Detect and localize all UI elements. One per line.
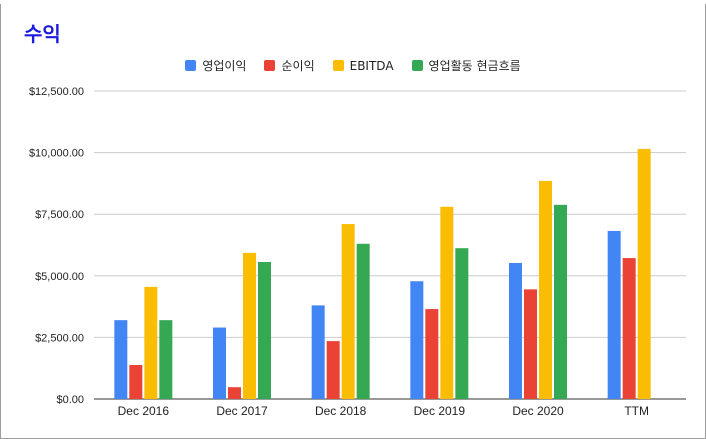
bar[interactable]	[243, 252, 256, 399]
x-tick-label: TTM	[624, 404, 649, 418]
x-tick-label: Dec 2018	[315, 404, 367, 418]
bar[interactable]	[622, 258, 636, 399]
bar[interactable]	[213, 327, 226, 399]
legend-item-net-income[interactable]: 순이익	[264, 57, 315, 74]
legend-swatch-ebitda	[332, 60, 344, 71]
bar[interactable]	[258, 262, 271, 399]
bar[interactable]	[311, 305, 325, 399]
y-tick-label: $10,000.00	[29, 148, 84, 160]
chart-title: 수익	[24, 22, 61, 46]
y-tick-label: $2,500.00	[35, 332, 84, 344]
bar[interactable]	[539, 180, 552, 399]
bar[interactable]	[129, 364, 143, 399]
bar[interactable]	[410, 281, 424, 399]
legend-swatch-net-income	[264, 60, 276, 71]
bar[interactable]	[144, 286, 158, 399]
bar[interactable]	[455, 248, 469, 399]
bar[interactable]	[159, 320, 173, 399]
bar[interactable]	[440, 206, 454, 399]
x-axis: Dec 2016 Dec 2017 Dec 2018 Dec 2019 Dec 2020…	[118, 404, 649, 418]
bar-groups	[114, 148, 651, 399]
y-tick-label: $5,000.00	[35, 271, 84, 283]
legend-item-operating-cash-flow[interactable]: 영업활동 현금흐름	[411, 57, 521, 74]
legend-swatch-operating-income	[185, 60, 197, 71]
bar[interactable]	[425, 309, 439, 399]
legend-item-ebitda[interactable]: EBITDA	[332, 57, 394, 74]
top-strip	[0, 0, 706, 4]
bar[interactable]	[554, 204, 567, 399]
bar[interactable]	[637, 148, 651, 399]
legend-item-operating-income[interactable]: 영업이익	[185, 57, 246, 74]
bar[interactable]	[607, 230, 621, 399]
bar[interactable]	[524, 289, 537, 399]
x-tick-label: Dec 2020	[512, 404, 564, 418]
legend-label-operating-income: 영업이익	[202, 59, 247, 73]
x-tick-label: Dec 2016	[118, 404, 170, 418]
legend-label-operating-cash-flow: 영업활동 현금흐름	[428, 59, 521, 73]
bar[interactable]	[114, 320, 128, 399]
bar[interactable]	[228, 387, 241, 399]
y-axis: $0.00 $2,500.00 $5,000.00 $7,500.00 $10,000.…	[29, 86, 84, 406]
x-tick-label: Dec 2017	[216, 404, 268, 418]
bar[interactable]	[356, 243, 370, 399]
y-tick-label: $0.00	[56, 394, 84, 406]
bar[interactable]	[326, 341, 340, 399]
legend-label-ebitda: EBITDA	[349, 58, 394, 73]
chart-legend: 영업이익 순이익 EBITDA 영업활동 현금흐름	[0, 57, 706, 74]
y-tick-label: $12,500.00	[29, 86, 84, 98]
y-tick-label: $7,500.00	[35, 209, 84, 221]
x-tick-label: Dec 2019	[414, 404, 466, 418]
grid-lines	[94, 90, 686, 400]
legend-swatch-operating-cash-flow	[411, 60, 423, 71]
legend-label-net-income: 순이익	[281, 59, 315, 73]
bar[interactable]	[341, 224, 355, 399]
bar[interactable]	[509, 262, 522, 399]
